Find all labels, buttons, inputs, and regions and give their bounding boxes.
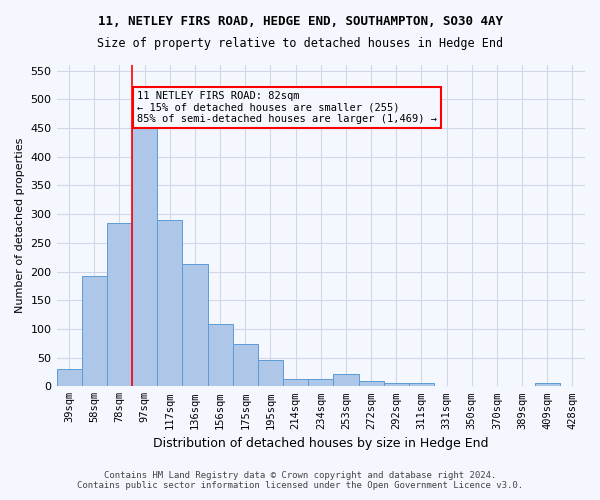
Text: Contains HM Land Registry data © Crown copyright and database right 2024.
Contai: Contains HM Land Registry data © Crown c… — [77, 470, 523, 490]
Text: 11, NETLEY FIRS ROAD, HEDGE END, SOUTHAMPTON, SO30 4AY: 11, NETLEY FIRS ROAD, HEDGE END, SOUTHAM… — [97, 15, 503, 28]
Bar — [535, 383, 560, 386]
Y-axis label: Number of detached properties: Number of detached properties — [15, 138, 25, 314]
Bar — [233, 344, 258, 387]
Bar — [82, 276, 107, 386]
Bar — [334, 374, 359, 386]
Bar — [383, 384, 409, 386]
Bar — [308, 380, 334, 386]
Bar — [182, 264, 208, 386]
Bar — [56, 369, 82, 386]
Text: Size of property relative to detached houses in Hedge End: Size of property relative to detached ho… — [97, 38, 503, 51]
Bar — [283, 379, 308, 386]
Text: 11 NETLEY FIRS ROAD: 82sqm
← 15% of detached houses are smaller (255)
85% of sem: 11 NETLEY FIRS ROAD: 82sqm ← 15% of deta… — [137, 91, 437, 124]
Bar — [409, 384, 434, 386]
Bar — [132, 122, 157, 386]
Bar — [107, 223, 132, 386]
Bar — [157, 220, 182, 386]
Bar — [359, 380, 383, 386]
X-axis label: Distribution of detached houses by size in Hedge End: Distribution of detached houses by size … — [153, 437, 488, 450]
Bar — [208, 324, 233, 386]
Bar — [258, 360, 283, 386]
